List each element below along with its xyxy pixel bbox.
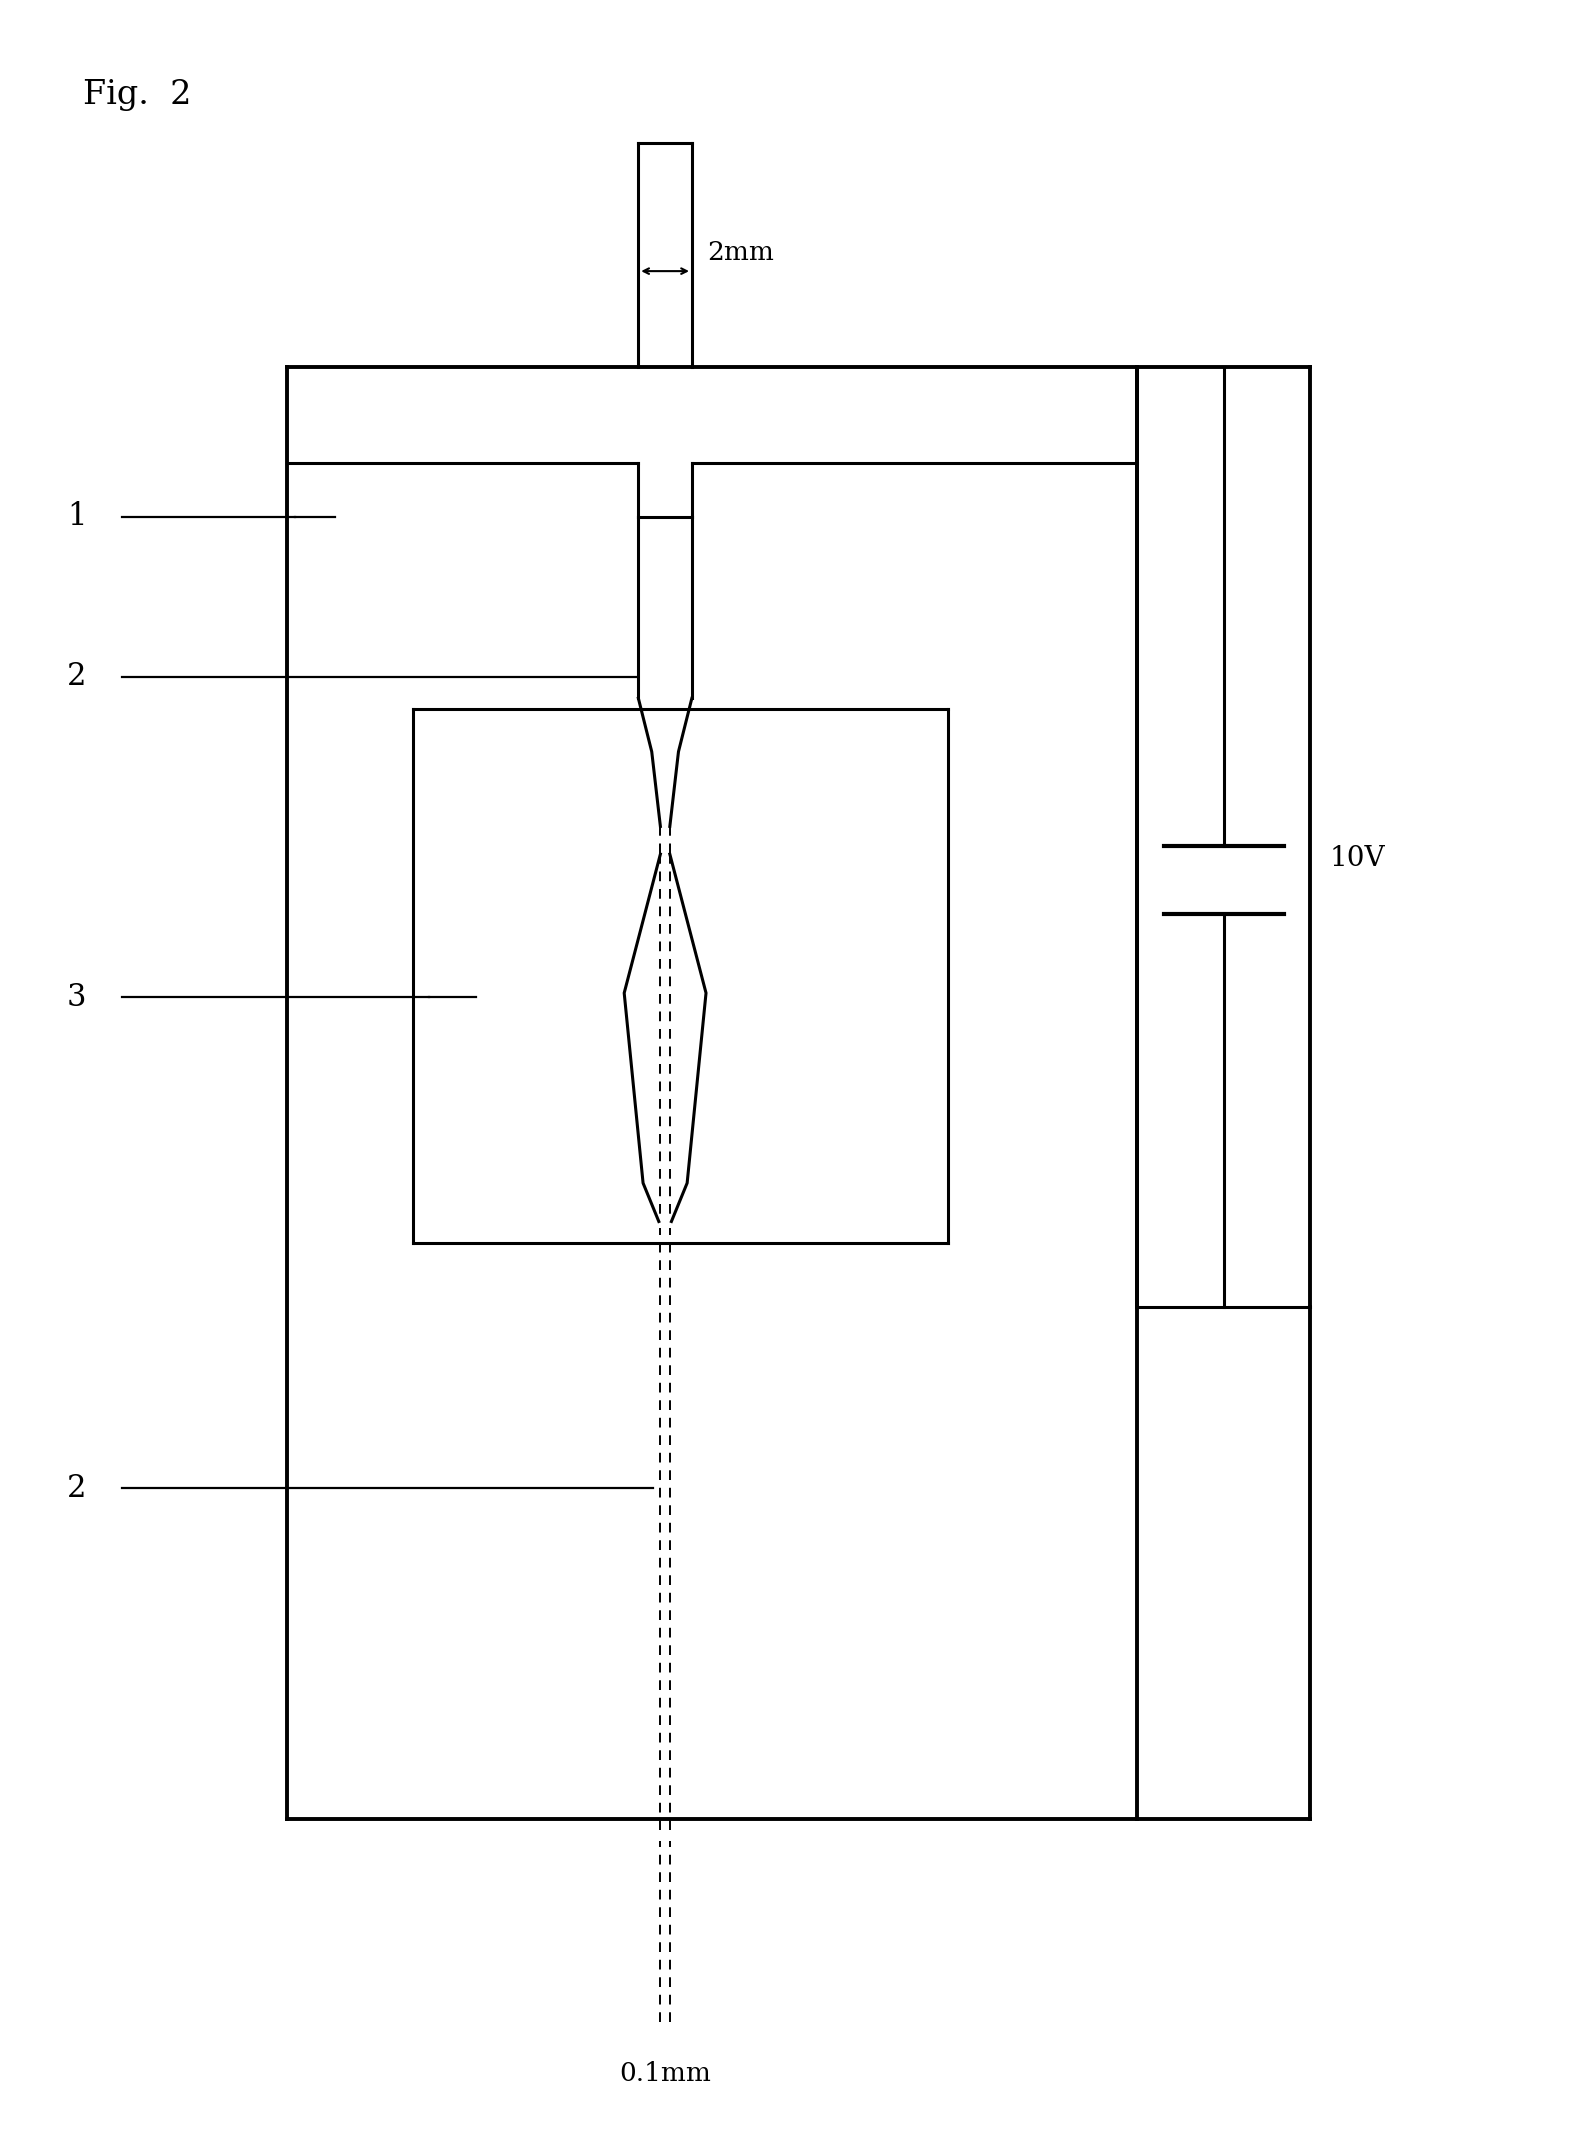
Text: 2: 2 [66,1473,87,1503]
Text: 2: 2 [66,660,87,693]
Text: 0.1mm: 0.1mm [619,2060,710,2086]
Text: Fig.  2: Fig. 2 [82,79,191,111]
Text: 2mm: 2mm [707,240,775,264]
Text: 3: 3 [66,982,87,1012]
Text: 1: 1 [66,502,87,532]
Text: 10V: 10V [1329,845,1384,873]
